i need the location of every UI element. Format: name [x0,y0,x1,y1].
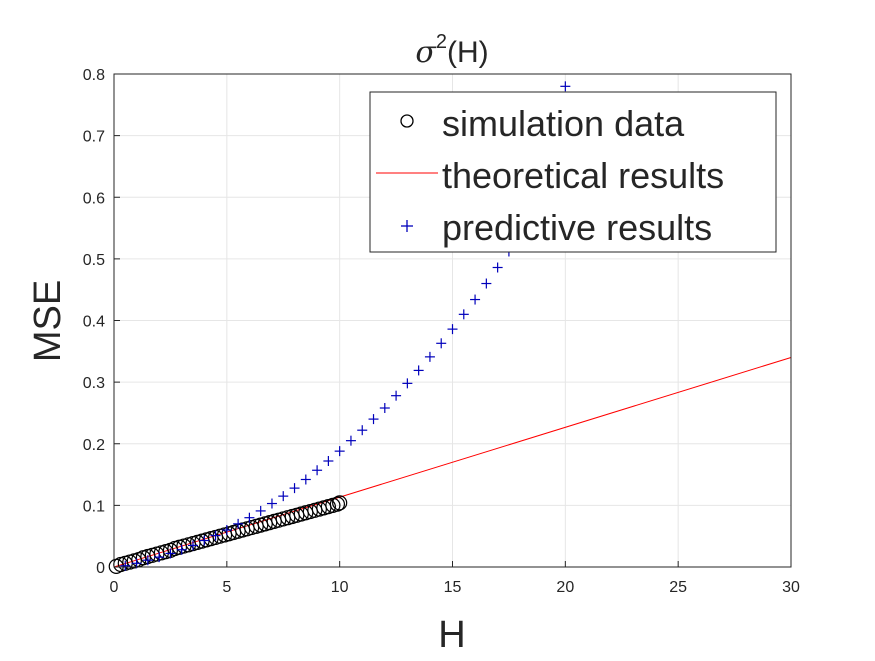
simulation-point [329,496,346,512]
title-symbol: σ [415,35,437,70]
series-layer [108,81,792,574]
legend-label-simulation: simulation data [442,103,685,144]
predictive-point [391,390,402,401]
predictive-point [413,365,424,376]
legend: simulation data theoretical results pred… [369,91,777,253]
predictive-point [120,560,131,571]
predictive-point [210,530,221,541]
y-tick-label: 0.4 [83,314,105,331]
predictive-point [357,425,368,436]
y-tick-label: 0 [96,560,105,577]
predictive-point [300,474,311,485]
simulation-point [332,495,348,511]
y-axis-label: MSE [27,280,69,362]
predictive-point [266,498,277,509]
y-tick-label: 0.1 [83,498,105,515]
predictive-point [560,81,571,92]
legend-label-predictive: predictive results [442,207,712,248]
predictive-point [278,491,289,502]
legend-marker-simulation [400,114,414,128]
predictive-point [334,446,345,457]
predictive-point [424,351,435,362]
legend-box [369,91,777,253]
predictive-point [199,535,210,546]
predictive-point [221,525,232,536]
predictive-point [165,548,176,559]
legend-marker-predictive [401,220,413,232]
legend-label-theoretical: theoretical results [442,155,724,196]
predictive-point [323,456,334,467]
predictive-point [492,262,503,273]
x-tick-label: 20 [556,579,574,596]
predictive-point [142,555,153,566]
y-tick-label: 0.8 [83,67,105,84]
predictive-point [176,544,187,555]
predictive-point [447,324,458,335]
y-tick-label: 0.2 [83,437,105,454]
y-tick-label: 0.3 [83,375,105,392]
ticks [113,73,792,568]
tick-labels: 0 5 10 15 20 25 30 0 0.1 0.2 0.3 0.4 0.5 0.6 0.7 0.8 [83,67,800,596]
predictive-point [289,483,300,494]
x-tick-label: 10 [331,579,349,596]
predictive-point [379,403,390,414]
predictive-point [154,552,165,563]
y-tick-label: 0.5 [83,252,105,269]
chart-title: σ2(H) [415,31,488,70]
x-tick-label: 25 [669,579,687,596]
x-tick-label: 0 [110,579,119,596]
x-tick-label: 5 [222,579,231,596]
title-superscript: 2 [436,31,447,53]
x-tick-label: 15 [444,579,462,596]
predictive-point [312,465,323,476]
predictive-point [187,540,198,551]
predictive-point [402,378,413,389]
y-tick-label: 0.6 [83,190,105,207]
predictive-point [436,338,447,349]
y-tick-label: 0.7 [83,129,105,146]
x-tick-label: 30 [782,579,800,596]
predictive-point [345,435,356,446]
predictive-point [233,518,244,529]
predictive-point [458,309,469,320]
predictive-point [470,294,481,305]
predictive-point [244,512,255,523]
predictive-point [368,414,379,425]
predictive-point [481,278,492,289]
title-rest: (H) [447,36,489,69]
x-axis-label: H [438,614,465,656]
predictive-point [255,505,266,516]
